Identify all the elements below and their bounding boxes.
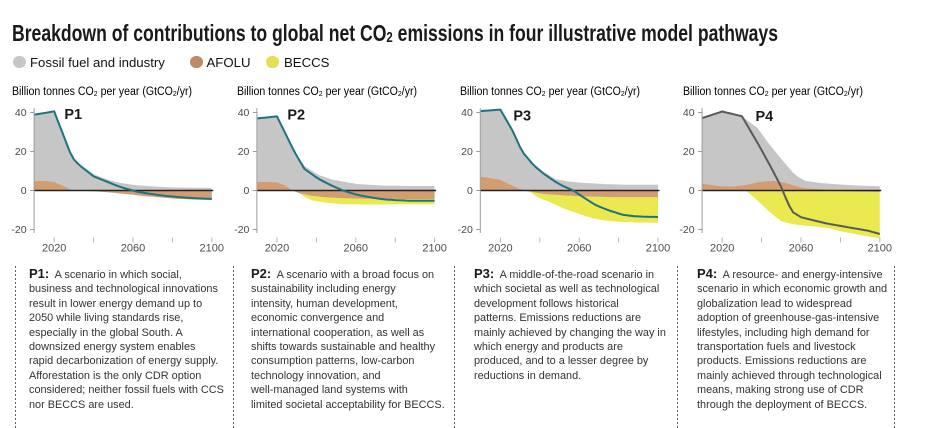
svg-text:0: 0: [244, 185, 250, 197]
svg-text:0: 0: [689, 185, 695, 197]
svg-text:2060: 2060: [789, 243, 813, 255]
svg-text:20: 20: [683, 146, 695, 158]
svg-text:P2: P2: [287, 108, 305, 124]
svg-text:2100: 2100: [646, 243, 670, 255]
svg-text:0: 0: [467, 185, 473, 197]
svg-text:20: 20: [15, 146, 27, 158]
svg-text:2060: 2060: [567, 243, 591, 255]
svg-text:-20: -20: [11, 224, 26, 236]
svg-text:40: 40: [238, 107, 250, 119]
svg-text:P3: P3: [513, 109, 531, 125]
svg-text:2020: 2020: [265, 243, 289, 255]
svg-text:20: 20: [461, 146, 473, 158]
svg-text:2060: 2060: [121, 243, 145, 255]
svg-text:2100: 2100: [868, 243, 892, 255]
svg-text:-20: -20: [234, 224, 249, 236]
svg-text:P4: P4: [756, 109, 774, 125]
svg-text:2020: 2020: [42, 243, 66, 255]
svg-text:2060: 2060: [344, 243, 368, 255]
svg-text:-20: -20: [679, 224, 694, 236]
svg-text:2020: 2020: [710, 243, 734, 255]
svg-text:-20: -20: [458, 224, 473, 236]
svg-text:2100: 2100: [422, 243, 446, 255]
svg-text:2020: 2020: [488, 243, 512, 255]
svg-text:40: 40: [15, 107, 27, 119]
svg-text:0: 0: [21, 185, 27, 197]
svg-text:40: 40: [683, 107, 695, 119]
svg-text:20: 20: [238, 146, 250, 158]
svg-text:40: 40: [461, 107, 473, 119]
svg-text:P1: P1: [64, 107, 82, 123]
svg-text:2100: 2100: [200, 243, 224, 255]
